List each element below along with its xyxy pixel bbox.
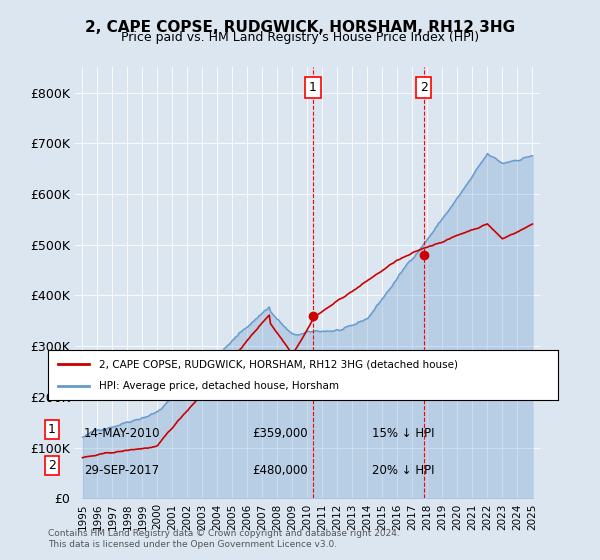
Text: 15% ↓ HPI: 15% ↓ HPI bbox=[372, 427, 434, 440]
Text: Contains HM Land Registry data © Crown copyright and database right 2024.
This d: Contains HM Land Registry data © Crown c… bbox=[48, 529, 400, 549]
Text: 29-SEP-2017: 29-SEP-2017 bbox=[84, 464, 159, 477]
Text: 1: 1 bbox=[48, 423, 56, 436]
Text: £480,000: £480,000 bbox=[252, 464, 308, 477]
Text: 2: 2 bbox=[48, 459, 56, 472]
Text: 2, CAPE COPSE, RUDGWICK, HORSHAM, RH12 3HG: 2, CAPE COPSE, RUDGWICK, HORSHAM, RH12 3… bbox=[85, 20, 515, 35]
Text: £359,000: £359,000 bbox=[252, 427, 308, 440]
Text: 2: 2 bbox=[420, 81, 428, 94]
Text: 20% ↓ HPI: 20% ↓ HPI bbox=[372, 464, 434, 477]
Text: Price paid vs. HM Land Registry's House Price Index (HPI): Price paid vs. HM Land Registry's House … bbox=[121, 31, 479, 44]
Text: 1: 1 bbox=[309, 81, 317, 94]
Text: 2, CAPE COPSE, RUDGWICK, HORSHAM, RH12 3HG (detached house): 2, CAPE COPSE, RUDGWICK, HORSHAM, RH12 3… bbox=[99, 359, 458, 369]
Text: HPI: Average price, detached house, Horsham: HPI: Average price, detached house, Hors… bbox=[99, 381, 339, 391]
Text: 14-MAY-2010: 14-MAY-2010 bbox=[84, 427, 161, 440]
